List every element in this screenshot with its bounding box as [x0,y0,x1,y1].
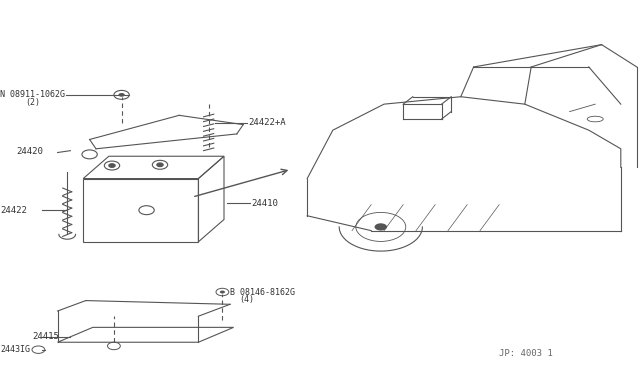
Text: (4): (4) [240,295,255,304]
Text: 24422: 24422 [0,206,27,215]
Text: 24415: 24415 [32,332,59,341]
Circle shape [374,223,387,231]
Circle shape [157,163,163,167]
Text: 24410: 24410 [251,199,278,208]
Text: 24422+A: 24422+A [248,118,286,127]
Text: 2443IG: 2443IG [0,345,30,354]
Text: JP: 4003 1: JP: 4003 1 [499,349,553,358]
Text: 24420: 24420 [16,147,43,156]
Circle shape [220,291,225,294]
Circle shape [118,93,125,97]
Circle shape [109,164,115,167]
Text: (2): (2) [26,98,40,107]
Text: B 08146-8162G: B 08146-8162G [230,288,295,296]
Text: N 08911-1062G: N 08911-1062G [0,90,65,99]
